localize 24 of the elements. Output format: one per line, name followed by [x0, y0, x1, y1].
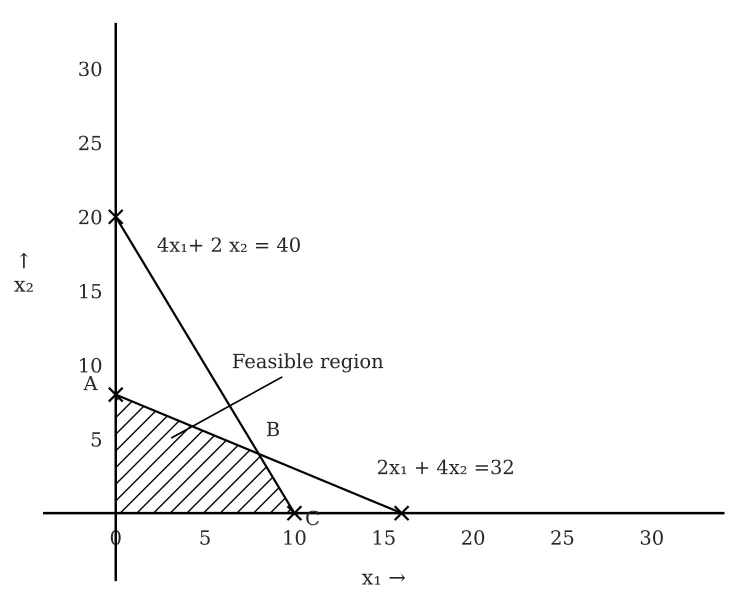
series-label: 4x₁+ 2 x₂ = 40	[157, 237, 300, 252]
y-axis-title: ↑ x₂	[14, 252, 33, 292]
x-tick-label: 10	[284, 530, 306, 545]
y-tick-label: 15	[80, 284, 102, 299]
y-tick-label: 20	[79, 210, 102, 224]
series-label: 2x₁ + 4x₂ =32	[378, 460, 513, 474]
y-tick-label: 25	[79, 136, 102, 150]
x-tick-label: 20	[462, 530, 484, 545]
point	[394, 505, 410, 522]
point	[108, 386, 124, 403]
annotation: C	[306, 510, 319, 526]
annotation: Feasible region	[232, 353, 384, 372]
point	[286, 505, 302, 522]
x-tick-label: 5	[200, 530, 210, 545]
x-tick-label: 25	[551, 530, 574, 545]
annotation: B	[266, 422, 279, 436]
point	[108, 208, 124, 225]
y-tick-label: 10	[80, 358, 102, 373]
y-tick-label: 30	[79, 62, 102, 76]
y-tick-label: 5	[92, 432, 102, 447]
annotation: A	[83, 376, 98, 390]
x-tick-label: 15	[374, 530, 395, 545]
x-tick-label: 30	[640, 530, 663, 545]
x-axis-title: x₁ →	[362, 574, 406, 585]
